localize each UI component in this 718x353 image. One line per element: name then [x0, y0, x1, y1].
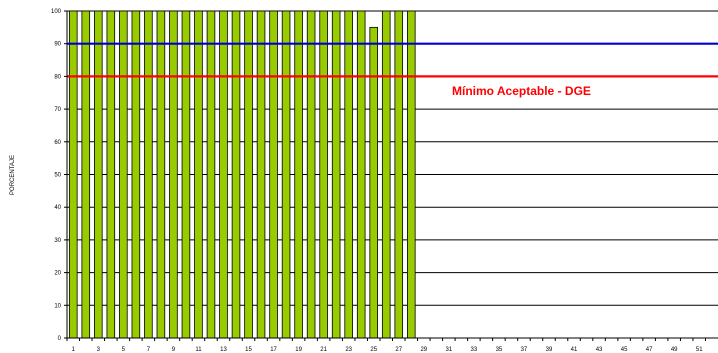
x-tick-label: 7	[147, 347, 151, 353]
bar	[156, 10, 166, 339]
y-tick-label: 20	[54, 271, 61, 277]
x-tick-label: 5	[122, 347, 126, 353]
x-tick-label: 19	[295, 347, 302, 353]
x-tick-label: 39	[546, 347, 553, 353]
x-tick-label: 35	[496, 347, 503, 353]
x-tick-label: 3	[97, 347, 101, 353]
bar	[231, 10, 241, 339]
x-tick-label: 41	[571, 347, 578, 353]
bar	[244, 10, 253, 339]
bar	[344, 10, 353, 339]
x-tick-label: 25	[370, 347, 377, 353]
x-tick-label: 27	[395, 347, 402, 353]
bar	[181, 10, 191, 339]
bar	[256, 10, 266, 339]
bar	[381, 10, 391, 339]
reference-lines	[67, 42, 718, 78]
y-tick-label: 0	[58, 336, 62, 342]
x-tick-label: 11	[195, 347, 202, 353]
axes	[66, 11, 718, 341]
x-tick-label: 31	[445, 347, 452, 353]
bar	[369, 26, 379, 339]
x-tick-label: 9	[172, 347, 176, 353]
bar	[169, 10, 178, 339]
y-tick-label: 90	[54, 42, 61, 48]
y-tick-label: 80	[54, 74, 61, 80]
bar	[81, 10, 91, 339]
bar	[206, 10, 216, 339]
bar	[331, 10, 341, 339]
bar	[144, 10, 153, 339]
y-tick-label: 40	[54, 205, 61, 211]
x-tick-label: 23	[345, 347, 352, 353]
bar	[68, 10, 78, 339]
bar	[131, 10, 141, 339]
y-tick-label: 10	[54, 303, 61, 309]
x-tick-label: 51	[696, 347, 703, 353]
x-tick-label: 43	[596, 347, 603, 353]
bars	[68, 10, 416, 339]
bar	[294, 10, 303, 339]
x-tick-labels: 1 3 5 7 9 11 13 15 17 19 21 23 25 27 29 31 33 35 37 39 41 43 4…	[72, 347, 704, 353]
y-tick-label: 100	[51, 9, 62, 15]
x-tick-label: 47	[646, 347, 653, 353]
bar	[319, 10, 328, 339]
y-axis-label: PORCENTAJE	[10, 155, 16, 195]
x-tick-label: 29	[420, 347, 427, 353]
x-tick-label: 1	[72, 347, 76, 353]
bar	[94, 10, 103, 339]
bar	[406, 10, 416, 339]
bar	[119, 10, 128, 339]
y-tick-label: 30	[54, 238, 61, 244]
x-tick-label: 33	[471, 347, 478, 353]
x-tick-label: 15	[245, 347, 252, 353]
y-tick-label: 70	[54, 107, 61, 113]
x-tick-label: 37	[521, 347, 528, 353]
y-tick-label: 50	[54, 173, 61, 179]
bar	[194, 10, 203, 339]
bar	[281, 10, 291, 339]
x-tick-label: 21	[320, 347, 327, 353]
bar	[394, 10, 404, 339]
bar	[106, 10, 116, 339]
bar	[219, 10, 228, 339]
y-tick-label: 60	[54, 140, 61, 146]
bar	[356, 10, 366, 339]
x-tick-label: 45	[621, 347, 628, 353]
bar	[306, 10, 316, 339]
y-tick-labels: 0 10 20 30 40 50 60 70 80 90 100	[51, 9, 62, 342]
x-tick-label: 49	[671, 347, 678, 353]
bar	[269, 10, 278, 339]
minimum-acceptable-label: Mínimo Aceptable - DGE	[452, 84, 591, 98]
x-tick-label: 17	[270, 347, 277, 353]
x-tick-label: 13	[220, 347, 227, 353]
